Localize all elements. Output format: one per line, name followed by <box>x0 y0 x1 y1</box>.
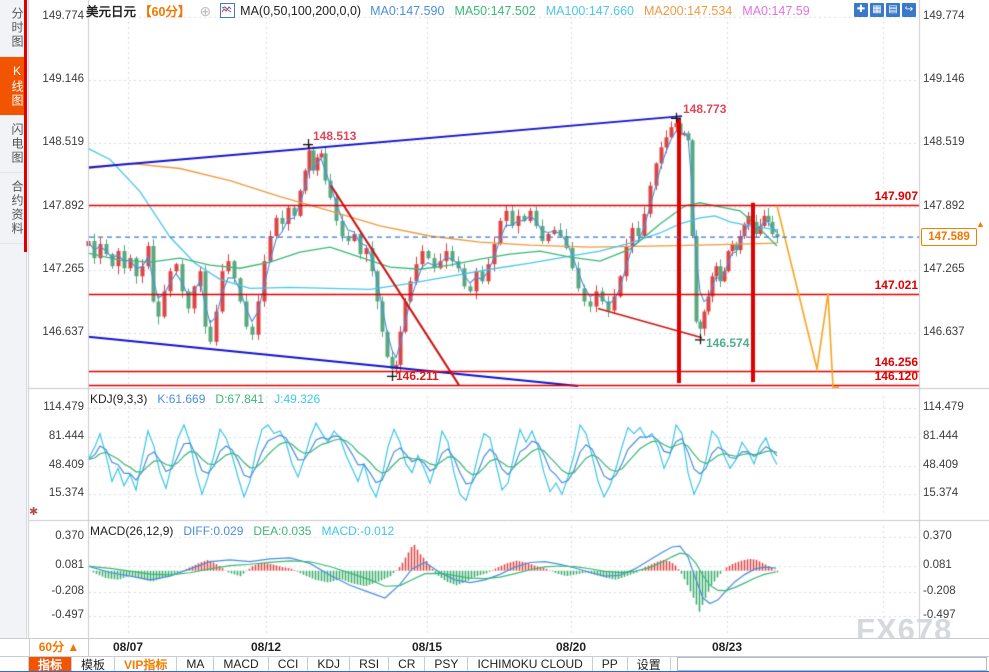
axis-label: 147.892 <box>923 200 965 212</box>
axis-label: 146.637 <box>42 326 84 338</box>
axis-label: 149.774 <box>42 10 84 22</box>
indicator-stat: DEA:0.035 <box>253 524 312 538</box>
axis-label: 147.265 <box>923 263 965 275</box>
date-tick-label: 08/20 <box>555 640 587 654</box>
sidebar-tab-active[interactable]: K线图 <box>0 57 26 116</box>
sidebar-tab-item[interactable]: 分时图 <box>0 0 26 57</box>
axis-label: 0.370 <box>923 530 952 542</box>
price-annotation: 148.513 <box>313 129 357 143</box>
toolbar-item[interactable]: MA <box>177 657 215 671</box>
period-selector[interactable]: 60分 ▲ <box>29 639 89 656</box>
toolbar-item[interactable]: VIP指标 <box>115 657 178 672</box>
toolbar-item[interactable]: 设置 <box>628 657 671 672</box>
crosshair-icon[interactable]: ✚ <box>854 3 868 17</box>
indicator-stat: K:61.669 <box>157 392 206 406</box>
header-toolbar-icons: ✚ ▦ ▤ ↪ <box>854 3 916 17</box>
axis-label: 147.265 <box>42 263 84 275</box>
ma-legend-item: MA200:147.534 <box>644 3 733 18</box>
indicator-stat: D:67.841 <box>215 392 265 406</box>
toolbar-item[interactable]: ICHIMOKU CLOUD <box>468 657 593 671</box>
support-resistance-label: 147.907 <box>874 189 918 204</box>
sidebar-accent-strip <box>24 0 27 252</box>
price-annotation: 148.773 <box>683 102 727 116</box>
export-icon[interactable]: ↪ <box>902 3 916 17</box>
axis-label: 81.444 <box>48 430 84 442</box>
toolbar-item[interactable]: KDJ <box>308 657 351 671</box>
price-annotation: 146.211 <box>396 369 439 383</box>
toolbar-item[interactable]: PSY <box>425 657 469 671</box>
date-axis: 60分 ▲ 08/07 08/12 08/15 08/20 08/23 <box>0 638 989 657</box>
axis-label: 146.637 <box>923 326 965 338</box>
kdj-pane-header: KDJ(9,3,3) K:61.669 D:67.841 J:49.326 <box>90 392 320 406</box>
axis-label: 81.444 <box>923 430 959 442</box>
axis-label: 0.081 <box>923 559 952 571</box>
symbol-title: 美元日元 <box>86 5 137 19</box>
axis-label: 147.892 <box>42 200 84 212</box>
date-tick-label: 08/15 <box>411 640 443 654</box>
ma-legend-item: MA0:147.590 <box>370 3 445 18</box>
left-sidebar: 分时图 K线图 闪电图 合约资料 <box>0 0 27 672</box>
toolbar-input[interactable] <box>676 657 987 671</box>
add-indicator-icon[interactable]: ⊕ <box>199 2 212 19</box>
toolbar-corner <box>0 657 29 671</box>
axis-label: -0.208 <box>51 585 84 597</box>
axis-label: 15.374 <box>923 487 959 499</box>
axis-scale-icon[interactable]: ▤ <box>886 3 900 17</box>
axis-label: 15.374 <box>48 487 84 499</box>
axis-label: 149.146 <box>42 73 84 85</box>
date-tick-label: 08/07 <box>112 640 144 654</box>
toolbar-item[interactable]: PP <box>593 657 628 671</box>
axis-label: -0.208 <box>923 585 956 597</box>
ma-formula: MA(0,50,100,200,0,0) <box>240 3 362 18</box>
sidebar-tab-item[interactable]: 闪电图 <box>0 116 26 173</box>
axis-label: 114.479 <box>923 401 964 413</box>
axis-label: -0.497 <box>51 609 84 621</box>
macd-pane-header: MACD(26,12,9) DIFF:0.029 DEA:0.035 MACD:-0… <box>90 524 394 538</box>
indicator-stat: J:49.326 <box>274 392 321 406</box>
support-resistance-label: 147.021 <box>874 278 918 293</box>
ma-legend-item: MA0:147.59 <box>742 3 810 18</box>
date-tick-label: 08/23 <box>711 640 743 654</box>
ma-legend-item: MA50:147.502 <box>454 3 536 18</box>
axis-label: 148.519 <box>42 136 84 148</box>
current-price-tag: 147.589 <box>921 228 977 246</box>
toolbar-item[interactable]: MACD <box>214 657 269 671</box>
axis-label: 149.146 <box>923 73 965 85</box>
axis-label: -0.497 <box>923 609 956 621</box>
candlestick-mini-icon <box>220 3 236 18</box>
toolbar-item[interactable]: RSI <box>350 657 390 671</box>
indicator-stat: MACD:-0.012 <box>321 524 395 538</box>
toolbar-item[interactable]: 模板 <box>72 657 116 672</box>
indicator-settings-icon[interactable]: ✱ <box>29 506 39 518</box>
axis-label: 0.081 <box>55 559 84 571</box>
axis-zoom-icon[interactable]: ▦ <box>870 3 884 17</box>
axis-label: 48.409 <box>48 459 84 471</box>
price-up-arrow-icon: ▲ <box>976 219 985 229</box>
axis-label: 0.370 <box>55 530 84 542</box>
ma-legend: MA0:147.590 MA50:147.502 MA100:147.660 MA20… <box>370 4 810 18</box>
sidebar-tab-item[interactable]: 合约资料 <box>0 173 26 244</box>
kdj-title: KDJ(9,3,3) <box>90 392 148 406</box>
support-resistance-label: 146.120 <box>874 369 918 384</box>
macd-title: MACD(26,12,9) <box>90 524 174 538</box>
axis-label: 149.774 <box>923 10 965 22</box>
axis-label: 48.409 <box>923 459 959 471</box>
toolbar-item[interactable]: CCI <box>269 657 309 671</box>
indicator-stat: DIFF:0.029 <box>183 524 244 538</box>
period-label[interactable]: 【60分】 <box>139 5 191 19</box>
chart-header: 美元日元 【60分】 ⊕ MA(0,50,100,200,0,0) MA0:14… <box>86 2 810 19</box>
ma-legend-item: MA100:147.660 <box>545 3 635 18</box>
toolbar-item[interactable]: 指标 <box>29 657 73 672</box>
toolbar-item[interactable]: CR <box>389 657 426 671</box>
bottom-toolbar: 指标 模板 VIP指标 MA MACD CCI KDJ RSI CR PSY ICHIMOKU CL… <box>0 656 989 672</box>
price-annotation: 146.574 <box>706 336 750 350</box>
axis-label: 114.479 <box>43 401 84 413</box>
date-tick-label: 08/12 <box>250 640 282 654</box>
support-resistance-label: 146.256 <box>874 355 918 370</box>
axis-label: 148.519 <box>923 136 965 148</box>
